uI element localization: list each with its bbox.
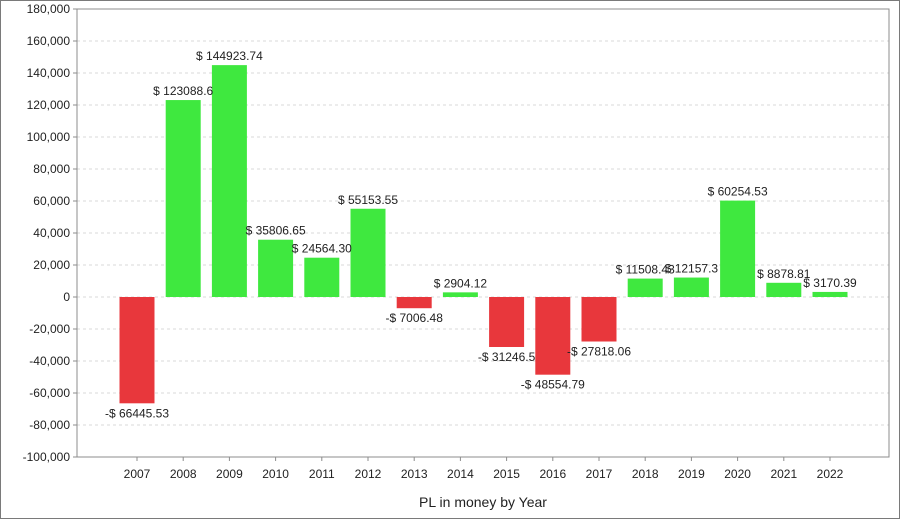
bars <box>119 65 848 404</box>
y-tick-label: -80,000 <box>29 418 70 432</box>
y-tick-label: -60,000 <box>29 386 70 400</box>
data-label: $ 144923.74 <box>196 49 263 63</box>
plot-border <box>76 8 890 458</box>
data-label: -$ 27818.06 <box>567 345 631 359</box>
data-label: -$ 66445.53 <box>105 406 169 420</box>
x-tick-label: 2010 <box>262 467 289 481</box>
data-label: $ 3170.39 <box>803 276 857 290</box>
data-label: -$ 7006.48 <box>386 311 444 325</box>
y-tick-label: 180,000 <box>27 2 71 16</box>
y-axis: 180,000 160,000 140,000 120,000 100,000 80,00… <box>23 2 77 464</box>
x-tick-label: 2007 <box>124 467 151 481</box>
x-tick-label: 2020 <box>724 467 751 481</box>
x-tick-label: 2013 <box>401 467 428 481</box>
y-tick-label: 20,000 <box>33 258 70 272</box>
bar-2020 <box>720 200 756 297</box>
data-label: $ 8878.81 <box>757 267 811 281</box>
data-label: $ 60254.53 <box>708 185 768 199</box>
y-tick-label: 140,000 <box>27 66 71 80</box>
x-tick-label: 2017 <box>586 467 613 481</box>
x-tick-label: 2009 <box>216 467 243 481</box>
data-label: $ 123088.6 <box>153 84 213 98</box>
bar-2022 <box>812 291 848 297</box>
y-tick-label: 160,000 <box>27 34 71 48</box>
bar-2015 <box>489 297 525 347</box>
data-label: $ 55153.55 <box>338 193 398 207</box>
x-tick-label: 2015 <box>493 467 520 481</box>
x-tick-label: 2019 <box>678 467 705 481</box>
y-tick-label: 80,000 <box>33 162 70 176</box>
x-tick-label: 2008 <box>170 467 197 481</box>
data-label: -$ 31246.5 <box>478 350 536 364</box>
data-label: $ 24564.30 <box>292 242 352 256</box>
bar-2016 <box>535 297 571 375</box>
y-tick-label: -20,000 <box>29 322 70 336</box>
y-tick-label: 40,000 <box>33 226 70 240</box>
x-tick-label: 2016 <box>539 467 566 481</box>
data-label: $ 11508.43 <box>616 263 675 277</box>
bar-2013 <box>396 297 432 309</box>
bar-2021 <box>766 282 802 297</box>
data-labels: -$ 66445.53 $ 123088.6 $ 144923.74 $ 35806.… <box>105 49 857 420</box>
x-tick-label: 2014 <box>447 467 474 481</box>
y-tick-label: 0 <box>63 290 70 304</box>
bar-2019 <box>673 277 709 297</box>
y-tick-label: 100,000 <box>27 130 71 144</box>
x-tick-label: 2021 <box>770 467 797 481</box>
x-tick-label: 2022 <box>817 467 844 481</box>
y-tick-label: -100,000 <box>23 450 71 464</box>
x-axis-title: PL in money by Year <box>419 494 547 510</box>
bar-2012 <box>350 208 386 297</box>
bar-2010 <box>258 239 294 297</box>
data-label: $ 35806.65 <box>246 224 306 238</box>
x-tick-label: 2011 <box>309 467 335 481</box>
bar-2008 <box>165 100 201 297</box>
y-tick-label: 60,000 <box>33 194 70 208</box>
data-label: -$ 48554.79 <box>521 378 585 392</box>
data-label: $ 2904.12 <box>434 276 488 290</box>
bar-2009 <box>211 65 247 298</box>
bar-2014 <box>442 292 478 297</box>
bar-2018 <box>627 278 663 297</box>
y-tick-label: 120,000 <box>27 98 71 112</box>
y-tick-label: -40,000 <box>29 354 70 368</box>
bar-2007 <box>119 297 155 404</box>
x-tick-label: 2018 <box>632 467 659 481</box>
x-axis: 2007 2008 2009 2010 2011 2012 2013 2014 2015 2016… <box>124 457 844 481</box>
x-tick-label: 2012 <box>355 467 382 481</box>
bar-2011 <box>304 257 340 297</box>
bar-2017 <box>581 297 617 342</box>
data-label: $ 12157.3 <box>665 262 719 276</box>
